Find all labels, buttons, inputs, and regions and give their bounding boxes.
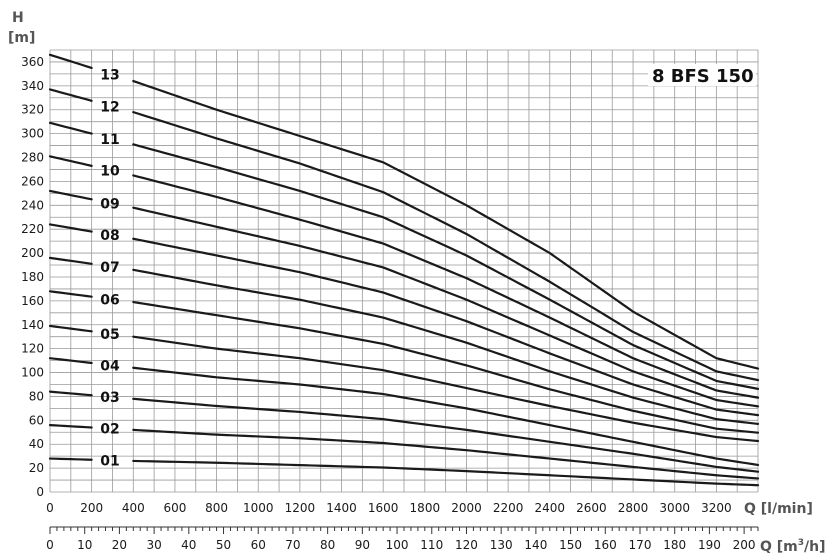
curve-stub-02 [50, 425, 92, 427]
x2-axis-title-prefix: Q [m [760, 539, 798, 555]
stage-label-08: 08 [100, 228, 119, 244]
y-tick-label: 220 [21, 222, 44, 236]
stage-label-04: 04 [100, 358, 120, 374]
x2-tick-label: 10 [77, 538, 92, 552]
x2-tick-label: 40 [181, 538, 196, 552]
stage-label-07: 07 [100, 260, 119, 276]
x2-axis-title: Q [m3/h] [760, 538, 826, 555]
stage-label-12: 12 [100, 99, 119, 115]
stage-labels: 01 02 03 04 05 06 07 08 09 10 11 12 13 [100, 67, 120, 469]
x-tick-label: 2200 [493, 501, 524, 515]
x2-tick-label: 80 [320, 538, 335, 552]
x-axis-title: Q [l/min] [744, 501, 813, 517]
x-tick-label: 2800 [618, 501, 649, 515]
y-tick-label: 40 [29, 437, 44, 451]
x2-axis-ticks: 0 10 20 30 40 50 60 70 80 90 100 110 120 130 140 150 160… [46, 527, 758, 552]
y-tick-label: 180 [21, 270, 44, 284]
stage-label-01: 01 [100, 453, 119, 469]
y-tick-label: 120 [21, 342, 44, 356]
y-tick-label: 20 [29, 461, 44, 475]
stage-label-10: 10 [100, 164, 120, 180]
x2-tick-label: 190 [698, 538, 721, 552]
x2-tick-label: 140 [524, 538, 547, 552]
y-axis-symbol: H [12, 10, 24, 26]
x-tick-label: 2400 [534, 501, 565, 515]
chart-title: 8 BFS 150 [652, 66, 754, 87]
stage-label-11: 11 [100, 132, 119, 148]
y-tick-label: 260 [21, 174, 44, 188]
x-tick-label: 0 [46, 501, 54, 515]
x-axis-ticks: 0 200 400 600 800 1000 1200 1400 1600 1800 2000 220… [46, 501, 731, 515]
stage-label-13: 13 [100, 67, 119, 83]
y-tick-label: 360 [21, 55, 44, 69]
x2-tick-label: 160 [594, 538, 617, 552]
x-tick-label: 600 [163, 501, 186, 515]
x-tick-label: 1200 [285, 501, 316, 515]
y-tick-label: 320 [21, 103, 44, 117]
x-tick-label: 1800 [410, 501, 441, 515]
x-tick-label: 3000 [659, 501, 690, 515]
x-tick-label: 2000 [451, 501, 482, 515]
stage-label-09: 09 [100, 197, 119, 213]
y-tick-label: 0 [36, 485, 44, 499]
y-tick-label: 340 [21, 79, 44, 93]
x-tick-label: 3200 [701, 501, 732, 515]
y-tick-label: 60 [29, 413, 44, 427]
y-tick-label: 100 [21, 366, 44, 380]
x2-tick-label: 50 [216, 538, 231, 552]
y-tick-label: 200 [21, 246, 44, 260]
y-tick-label: 80 [29, 389, 44, 403]
x-tick-label: 400 [122, 501, 145, 515]
y-axis-ticks: 0 20 40 60 80 100 120 140 160 180 200 220 240 260 280 3… [21, 55, 44, 499]
curve-stub-01 [50, 459, 92, 460]
y-tick-label: 240 [21, 198, 44, 212]
y-tick-label: 280 [21, 151, 44, 165]
y-tick-label: 300 [21, 127, 44, 141]
stage-label-02: 02 [100, 422, 119, 438]
x2-tick-label: 130 [490, 538, 513, 552]
stage-label-05: 05 [100, 327, 119, 343]
x2-tick-label: 70 [285, 538, 300, 552]
x2-tick-label: 20 [112, 538, 127, 552]
x-tick-label: 1400 [326, 501, 357, 515]
y-tick-label: 160 [21, 294, 44, 308]
x2-tick-label: 110 [420, 538, 443, 552]
x2-tick-label: 60 [251, 538, 266, 552]
x2-tick-label: 200 [733, 538, 756, 552]
y-axis-unit: [m] [8, 30, 35, 46]
x-tick-label: 1000 [243, 501, 274, 515]
stage-label-03: 03 [100, 390, 119, 406]
x2-tick-label: 30 [146, 538, 161, 552]
x-tick-label: 800 [205, 501, 228, 515]
x2-tick-label: 180 [663, 538, 686, 552]
x2-axis-title-suffix: /h] [804, 539, 825, 555]
x-tick-label: 2600 [576, 501, 607, 515]
x2-tick-label: 150 [559, 538, 582, 552]
x2-tick-label: 100 [386, 538, 409, 552]
x2-tick-label: 170 [629, 538, 652, 552]
x2-tick-label: 90 [355, 538, 370, 552]
x-tick-label: 200 [80, 501, 103, 515]
x2-tick-label: 0 [46, 538, 54, 552]
x2-tick-label: 120 [455, 538, 478, 552]
x-tick-label: 1600 [368, 501, 399, 515]
y-tick-label: 140 [21, 318, 44, 332]
stage-label-06: 06 [100, 292, 119, 308]
